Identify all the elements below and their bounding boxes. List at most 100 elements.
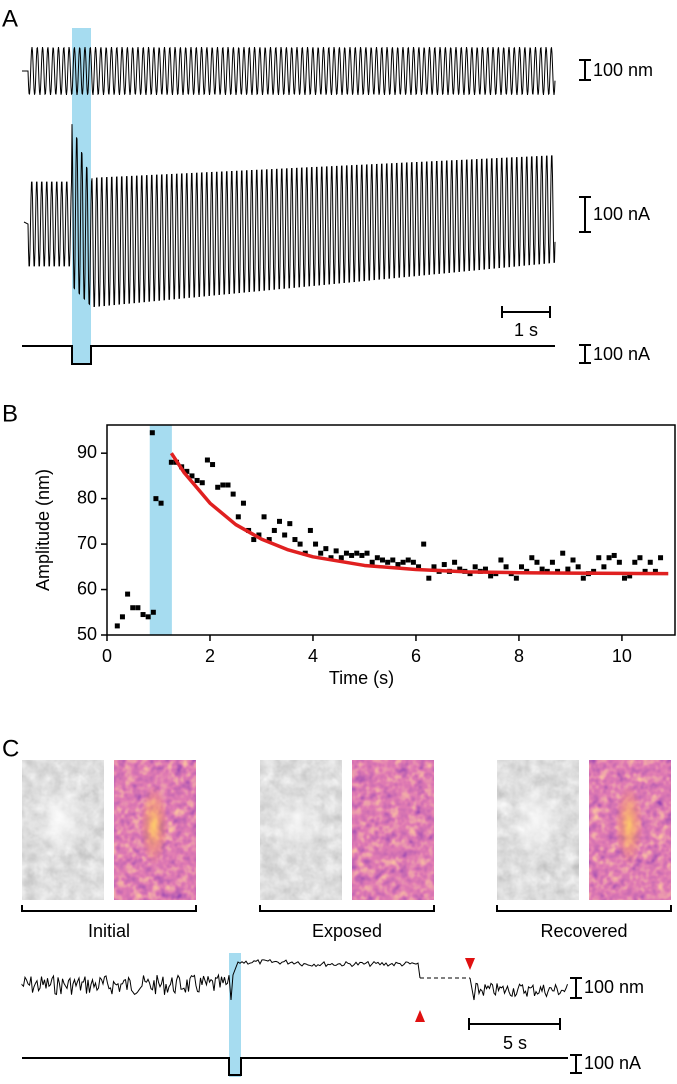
point (210, 462, 216, 468)
point (534, 559, 540, 565)
scale-label: 5 s (503, 1033, 527, 1053)
point (313, 541, 319, 547)
highlight-band (149, 425, 172, 635)
point (647, 559, 653, 565)
x-tick-label: 4 (308, 646, 318, 666)
point (266, 537, 272, 543)
marker (465, 958, 475, 970)
point (277, 518, 283, 524)
x-tick-label: 0 (102, 646, 112, 666)
y-tick-label: 90 (77, 442, 97, 462)
point (575, 564, 581, 570)
point (364, 550, 370, 556)
point (323, 546, 329, 552)
point (503, 564, 509, 570)
stimulus-band (72, 28, 91, 364)
point (338, 555, 344, 561)
point (529, 555, 535, 561)
point (580, 575, 586, 581)
point (385, 559, 391, 565)
point (292, 537, 298, 543)
image-caption: Recovered (540, 921, 627, 941)
point (374, 555, 380, 561)
y-axis-label: Amplitude (nm) (33, 469, 53, 591)
stimulus-trace (22, 1057, 568, 1076)
point (199, 480, 205, 486)
image-caption: Exposed (312, 921, 382, 941)
scale-bar (579, 196, 591, 233)
point (416, 564, 422, 570)
point (220, 482, 226, 488)
bracket (259, 905, 435, 912)
point (560, 550, 566, 556)
scale-label: 1 s (514, 320, 538, 340)
point (591, 568, 597, 574)
point (570, 557, 576, 563)
fluorescence-hotspot (615, 785, 643, 865)
scale-label: 100 nA (593, 204, 650, 224)
point (114, 623, 120, 629)
point (426, 575, 432, 581)
marker (415, 1010, 425, 1022)
point (149, 430, 155, 436)
point (130, 605, 136, 611)
scale-bar (501, 306, 551, 318)
point (343, 550, 349, 556)
panel-label: B (2, 400, 18, 427)
point (472, 564, 478, 570)
stimulus-trace (22, 345, 555, 365)
plot-frame (106, 424, 676, 636)
point (482, 566, 488, 572)
micrograph-glow (270, 782, 326, 858)
point (194, 477, 200, 483)
point (251, 537, 257, 543)
point (410, 559, 416, 565)
point (318, 550, 324, 556)
point (488, 573, 494, 579)
x-axis-label: Time (s) (329, 668, 394, 688)
scale-label: 100 nA (593, 344, 650, 364)
point (215, 484, 221, 490)
point (189, 473, 195, 479)
scale-bar (570, 1054, 582, 1074)
point (421, 541, 427, 547)
point (513, 575, 519, 581)
point (256, 532, 262, 538)
point (467, 571, 473, 577)
bracket (21, 905, 197, 912)
point (498, 557, 504, 563)
micrograph-glow (32, 782, 88, 858)
point (400, 559, 406, 565)
trace (22, 46, 556, 96)
point (441, 562, 447, 568)
point (135, 605, 141, 611)
point (405, 557, 411, 563)
point (395, 562, 401, 568)
fluorescence-hotspot (140, 785, 168, 865)
x-tick-label: 2 (205, 646, 215, 666)
point (168, 459, 174, 465)
point (606, 555, 612, 561)
point (601, 564, 607, 570)
point (240, 500, 246, 506)
trace (21, 958, 421, 1001)
fluorescence-image (352, 760, 434, 900)
point (153, 496, 159, 502)
scale-bar (570, 977, 582, 999)
point (150, 609, 156, 615)
point (369, 559, 375, 565)
point (519, 564, 525, 570)
point (349, 552, 355, 558)
point (125, 591, 131, 597)
y-tick-label: 50 (77, 624, 97, 644)
image-caption: Initial (88, 921, 130, 941)
point (565, 566, 571, 572)
scale-label: 100 nA (584, 1053, 641, 1073)
point (333, 548, 339, 554)
point (297, 541, 303, 547)
panel-label: C (2, 735, 19, 762)
point (390, 557, 396, 563)
scale-bar (468, 1018, 561, 1030)
point (230, 491, 236, 497)
